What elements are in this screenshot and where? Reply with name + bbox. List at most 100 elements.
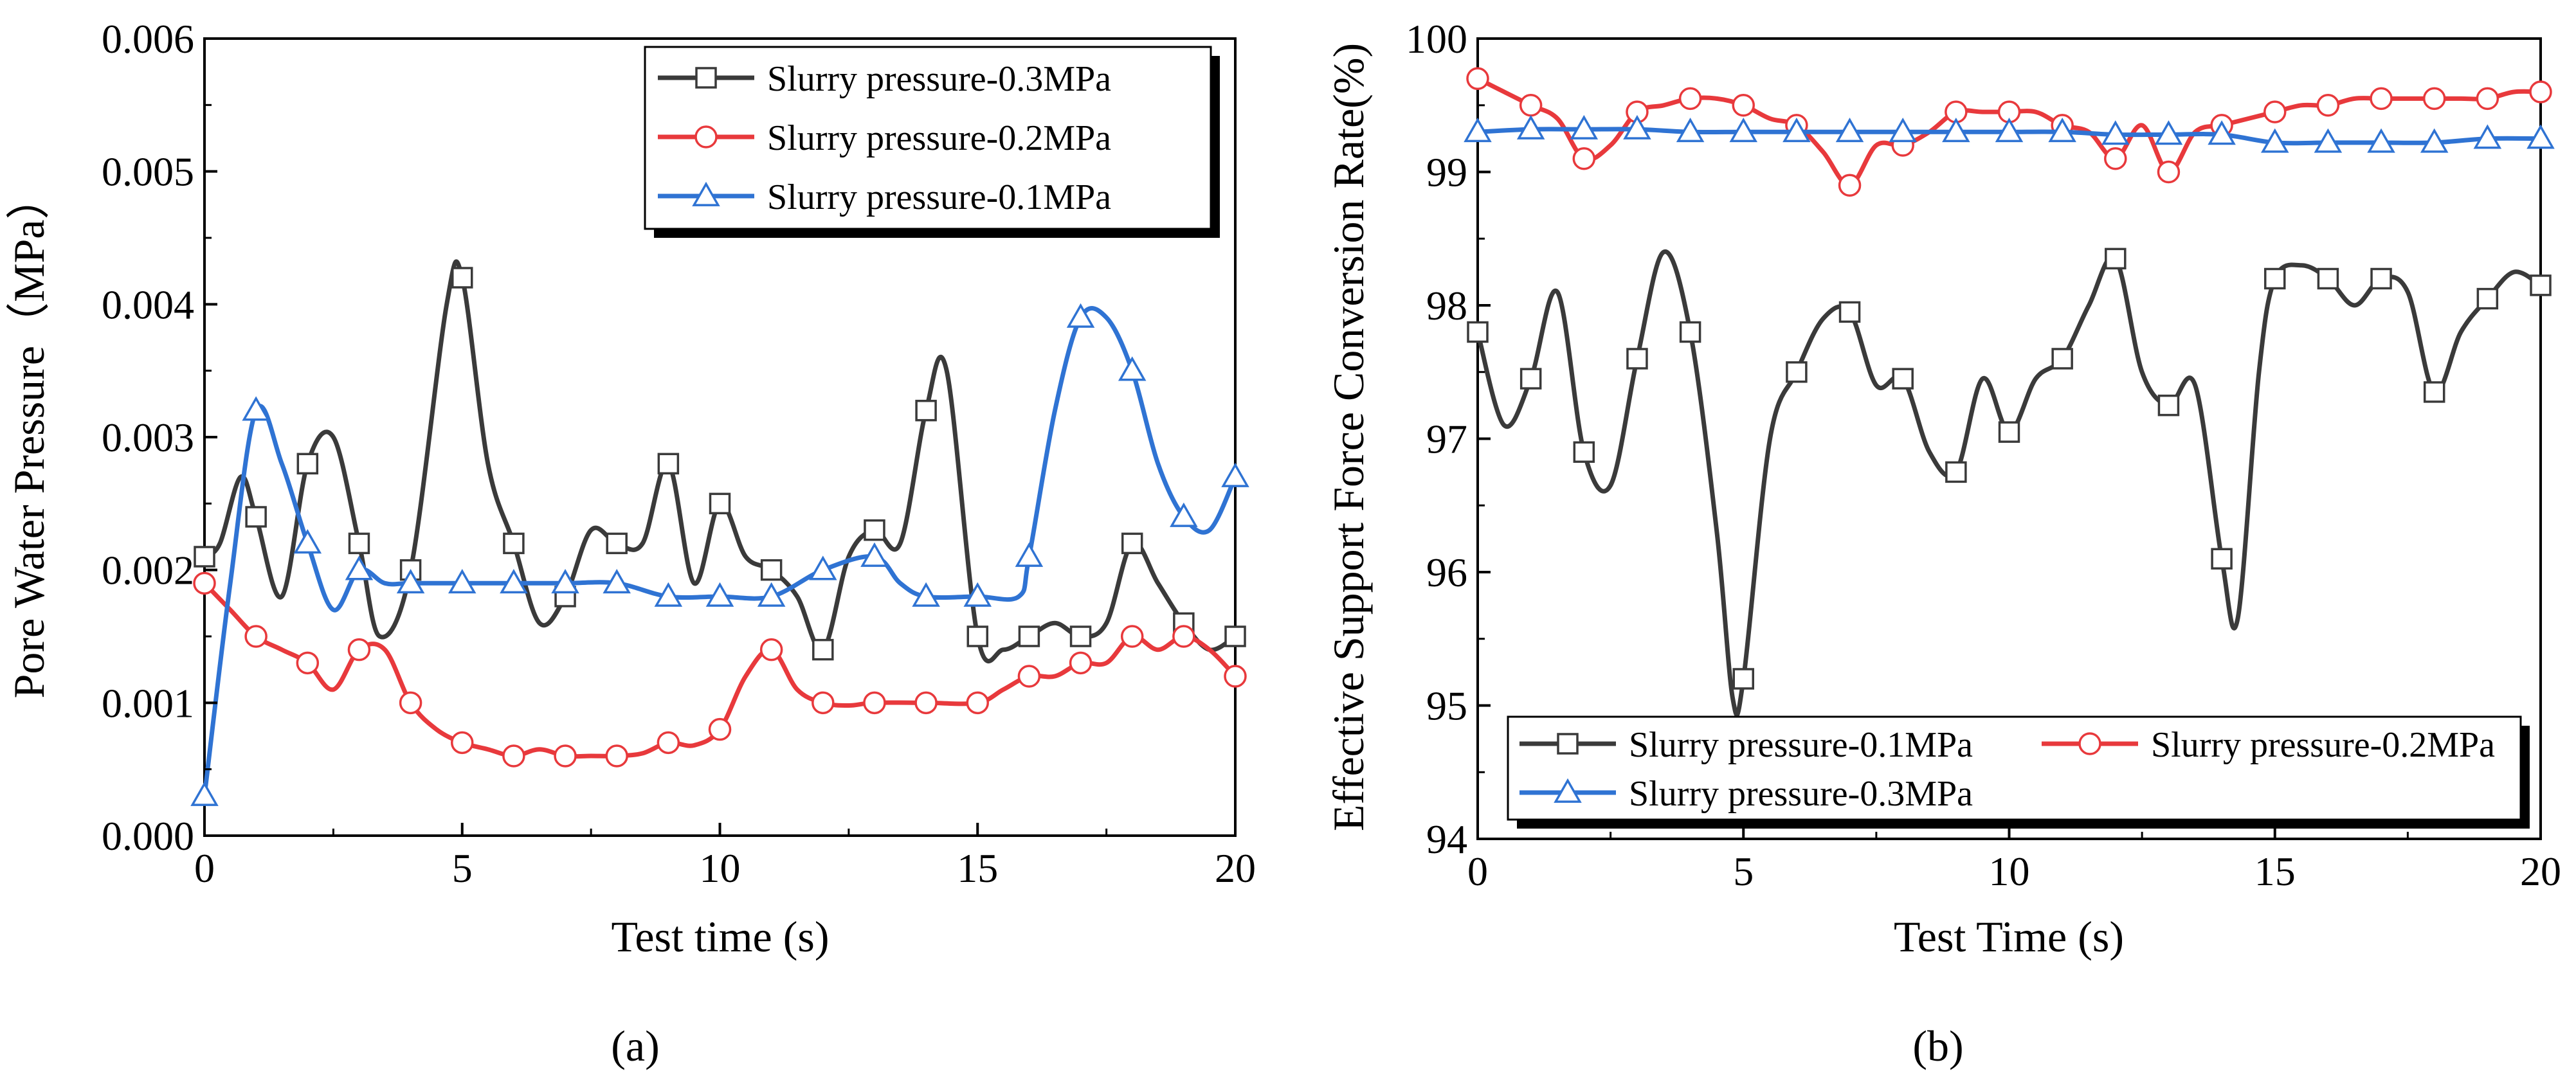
data-point [966, 625, 988, 647]
legend-label: Slurry pressure-0.2MPa [2151, 725, 2495, 765]
data-point [1466, 67, 1489, 90]
x-tick-label: 5 [1733, 849, 1754, 894]
legend-entry: Slurry pressure-0.2MPa [2042, 725, 2495, 765]
data-point [296, 651, 320, 675]
legend-marker [695, 67, 717, 89]
data-point [1121, 532, 1143, 555]
legend-box [1507, 715, 2522, 821]
data-point [345, 555, 374, 580]
data-point [1018, 625, 1040, 647]
data-point [1120, 625, 1144, 648]
y-tick-label: 99 [1426, 150, 1467, 195]
data-point [2208, 120, 2236, 145]
data-point [657, 453, 680, 475]
y-tick-label: 97 [1426, 417, 1467, 462]
data-point [296, 453, 319, 475]
data-point [1224, 625, 1246, 647]
data-point [2526, 124, 2555, 149]
y-tick-label: 0.004 [102, 282, 194, 327]
data-point [1570, 114, 1599, 139]
data-point [1786, 361, 1808, 383]
x-tick-label: 20 [1215, 845, 1256, 891]
series-square [1467, 247, 2552, 717]
legend-label: Slurry pressure-0.2MPa [767, 118, 1111, 158]
legend-marker [1557, 733, 1579, 755]
data-point [1572, 147, 1596, 170]
series-group-a [190, 259, 1249, 806]
data-point [502, 744, 525, 768]
data-point [2420, 128, 2449, 153]
data-point [396, 569, 425, 594]
legend-marker [2078, 732, 2101, 755]
data-point [1224, 665, 1247, 688]
data-point [2157, 160, 2181, 184]
data-point [1516, 114, 1545, 139]
data-point [760, 559, 783, 581]
panel-label-a: (a) [611, 1021, 659, 1070]
data-point [657, 731, 680, 755]
data-point [2316, 94, 2340, 117]
data-point [1069, 651, 1093, 675]
data-point [2105, 247, 2127, 270]
y-tick-label: 98 [1426, 283, 1467, 328]
data-point [1732, 668, 1754, 690]
data-point [1678, 87, 1702, 111]
data-point [242, 396, 270, 421]
data-point [2476, 287, 2499, 310]
legend-entry: Slurry pressure-0.1MPa [658, 177, 1111, 217]
legend-entry: Slurry pressure-0.1MPa [1519, 725, 1973, 765]
data-point [654, 582, 683, 607]
legend-marker [694, 125, 718, 148]
data-point [2157, 394, 2180, 417]
data-point [399, 691, 422, 715]
legend-label: Slurry pressure-0.1MPa [1629, 725, 1973, 765]
x-tick-label: 0 [1467, 849, 1488, 894]
data-point [503, 532, 525, 555]
x-axis-label-a: Test time (s) [612, 912, 830, 961]
y-tick-label: 0.002 [102, 548, 194, 593]
data-point [2367, 128, 2395, 153]
data-point [2423, 381, 2445, 403]
data-point [2263, 100, 2287, 123]
data-point [2260, 128, 2289, 153]
data-point [448, 569, 476, 594]
y-tick-label: 94 [1426, 816, 1467, 862]
data-point [1467, 321, 1489, 343]
data-point [1732, 94, 1755, 117]
data-point [293, 529, 322, 554]
legend-entry: Slurry pressure-0.2MPa [658, 118, 1111, 158]
data-point [1015, 542, 1044, 567]
data-point [2211, 548, 2233, 570]
data-point [245, 506, 267, 528]
series-triangle [1464, 114, 2555, 153]
data-point [606, 532, 628, 555]
data-point [551, 569, 579, 594]
data-point [2317, 267, 2339, 290]
y-tick-label: 0.005 [102, 149, 194, 195]
y-tick-label: 96 [1426, 550, 1467, 595]
data-point [2529, 80, 2552, 103]
data-point [1172, 625, 1195, 648]
data-point [1889, 117, 1917, 143]
data-point [2101, 120, 2130, 145]
data-point [193, 571, 216, 595]
y-axis-label-a: Pore Water Pressure（MPa） [5, 176, 53, 699]
data-point [1118, 356, 1147, 381]
data-point [348, 532, 370, 555]
data-point [1626, 348, 1648, 370]
data-point [1998, 421, 2020, 443]
data-point [2314, 128, 2343, 153]
legend-entry: Slurry pressure-0.3MPa [658, 59, 1111, 99]
data-point [190, 781, 219, 806]
series-line [202, 259, 1238, 663]
data-point [1069, 625, 1092, 647]
series-line [202, 306, 1238, 798]
legend-label: Slurry pressure-0.3MPa [1629, 774, 1973, 814]
x-tick-label: 10 [1989, 849, 2030, 894]
x-tick-label: 15 [2254, 849, 2296, 894]
y-axis-label-b: Effective Support Force Conversion Rate(… [1324, 43, 1373, 831]
legend-marker [692, 181, 720, 206]
data-point [603, 569, 631, 594]
data-point [2104, 147, 2127, 170]
